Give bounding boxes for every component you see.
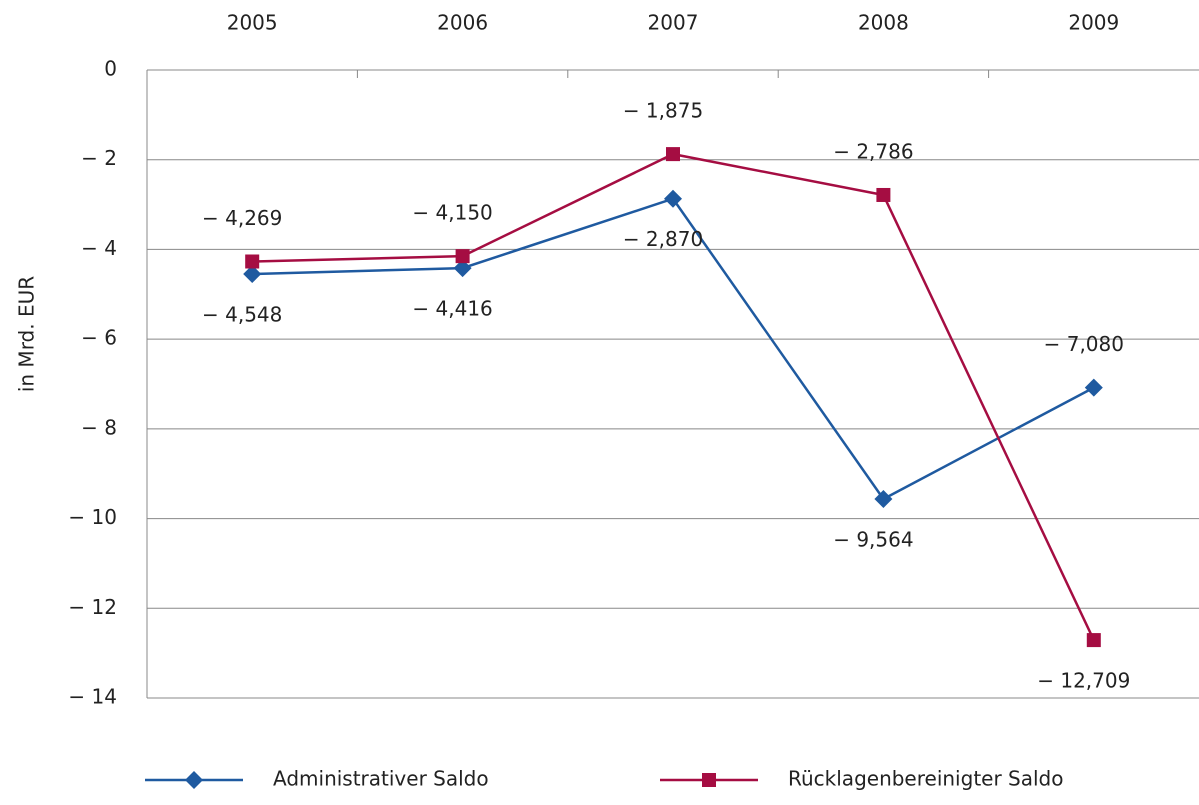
data-label: − 7,080 <box>1044 332 1124 356</box>
data-point <box>876 187 891 202</box>
y-tick-label: − 10 <box>68 505 117 529</box>
data-point <box>455 249 470 264</box>
x-tick-label: 2005 <box>227 11 278 35</box>
legend-label: Administrativer Saldo <box>273 767 489 791</box>
data-point <box>664 189 682 208</box>
legend-marker <box>702 773 716 787</box>
data-label: − 2,786 <box>833 139 913 163</box>
data-point <box>453 259 472 278</box>
legend-marker <box>185 771 203 789</box>
data-label: − 9,564 <box>833 528 913 552</box>
data-point <box>243 265 262 284</box>
data-point <box>666 147 680 162</box>
y-tick-label: 0 <box>104 57 117 81</box>
data-point <box>874 490 893 509</box>
y-tick-label: − 2 <box>81 146 117 170</box>
data-label: − 4,150 <box>412 201 492 225</box>
data-point <box>245 254 260 269</box>
x-tick-label: 2009 <box>1068 11 1119 35</box>
x-tick-label: 2006 <box>437 11 488 35</box>
data-label: − 12,709 <box>1037 669 1130 693</box>
y-tick-label: − 12 <box>68 595 117 619</box>
y-tick-label: − 14 <box>68 685 117 709</box>
data-label: − 4,416 <box>412 297 492 321</box>
data-label: − 4,548 <box>202 303 282 327</box>
y-tick-label: − 8 <box>81 415 117 439</box>
data-label: − 4,269 <box>202 206 282 230</box>
x-tick-label: 2008 <box>858 11 909 35</box>
data-point <box>1086 633 1101 648</box>
y-tick-label: − 4 <box>81 236 117 260</box>
y-tick-label: − 6 <box>81 326 117 350</box>
data-label: − 2,870 <box>623 227 703 251</box>
y-axis-label: in Mrd. EUR <box>15 276 39 392</box>
legend-label: Rücklagenbereinigter Saldo <box>788 767 1063 791</box>
data-point <box>1084 378 1103 397</box>
x-tick-label: 2007 <box>648 11 699 35</box>
data-label: − 1,875 <box>623 99 703 123</box>
